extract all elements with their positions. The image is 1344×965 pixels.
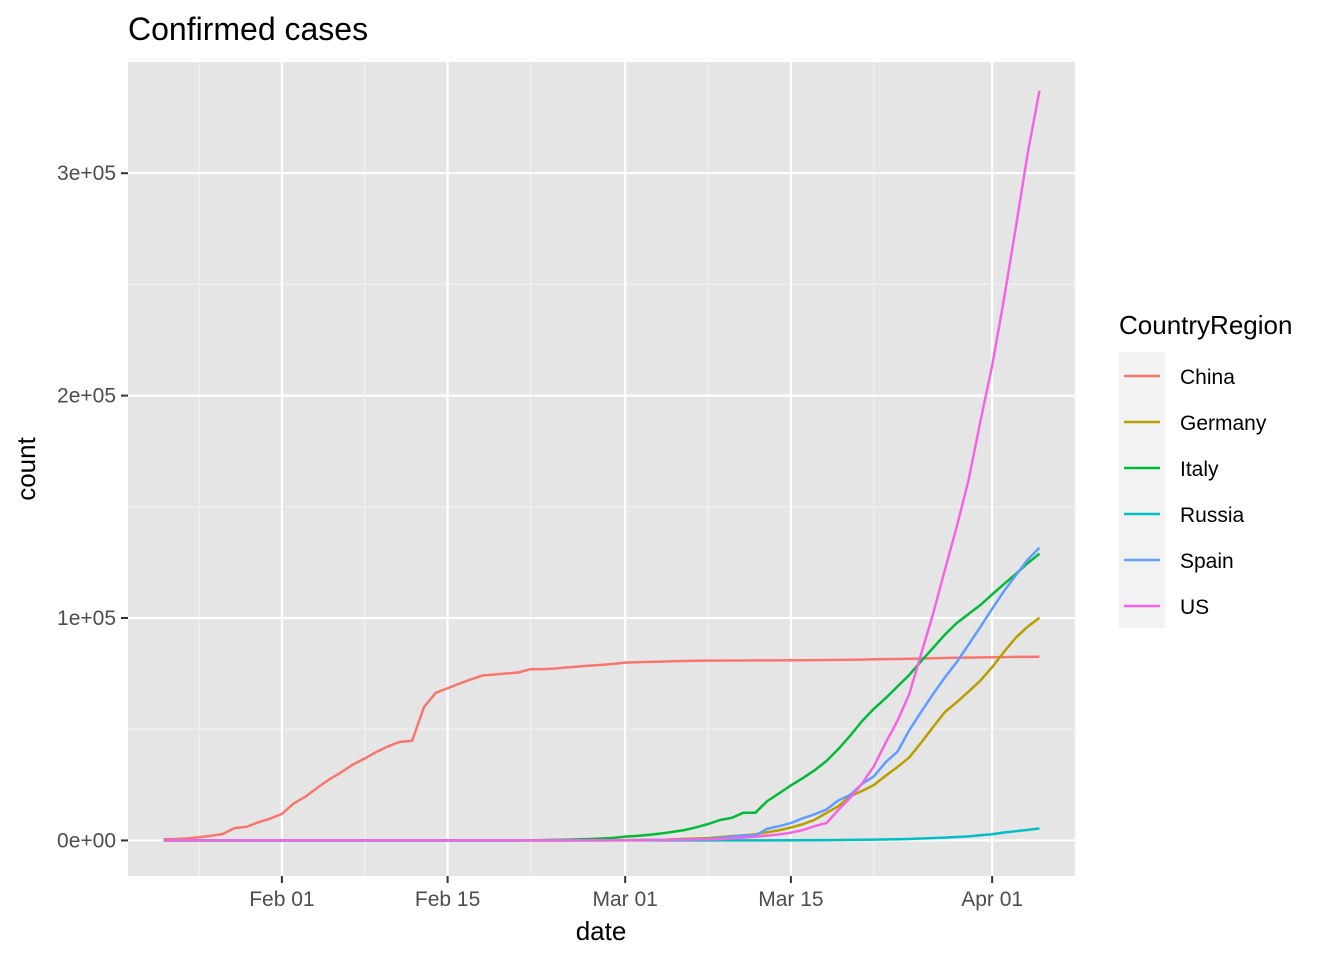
y-tick-label: 1e+05 (57, 607, 116, 630)
legend-label: US (1180, 596, 1209, 619)
x-tick-label: Mar 15 (758, 888, 823, 911)
x-tick-label: Apr 01 (961, 888, 1023, 911)
legend-label: Russia (1180, 504, 1245, 527)
y-tick-label: 0e+00 (57, 829, 116, 852)
series-line-russia (163, 827, 1040, 842)
x-tick-label: Feb 15 (415, 888, 480, 911)
legend-title: CountryRegion (1119, 310, 1292, 340)
minor-gridlines (128, 62, 1076, 876)
series-line-china (163, 655, 1040, 841)
legend-label: Spain (1180, 550, 1234, 573)
legend-label: Germany (1180, 412, 1267, 435)
y-tick-label: 3e+05 (57, 162, 116, 185)
chart-title: Confirmed cases (128, 11, 368, 47)
x-tick-label: Feb 01 (249, 888, 314, 911)
x-tick-label: Mar 01 (592, 888, 657, 911)
legend-label: Italy (1180, 458, 1219, 481)
plot-panel (128, 62, 1075, 876)
legend-items: China Germany Italy Russia Spain US (1124, 366, 1267, 619)
series-line-us (163, 90, 1041, 842)
x-axis: Feb 01 Feb 15 Mar 01 Mar 15 Apr 01 (249, 876, 1023, 911)
x-axis-label: date (576, 916, 627, 946)
major-gridlines (128, 62, 1075, 876)
y-axis: 0e+00 1e+05 2e+05 3e+05 (57, 162, 128, 852)
legend-label: China (1180, 366, 1235, 389)
series-lines (163, 90, 1041, 842)
legend: CountryRegion China Germany Italy Russia Spa… (1119, 310, 1292, 628)
y-axis-label: count (11, 436, 41, 500)
y-tick-label: 2e+05 (57, 385, 116, 408)
legend-key-background (1119, 352, 1165, 628)
